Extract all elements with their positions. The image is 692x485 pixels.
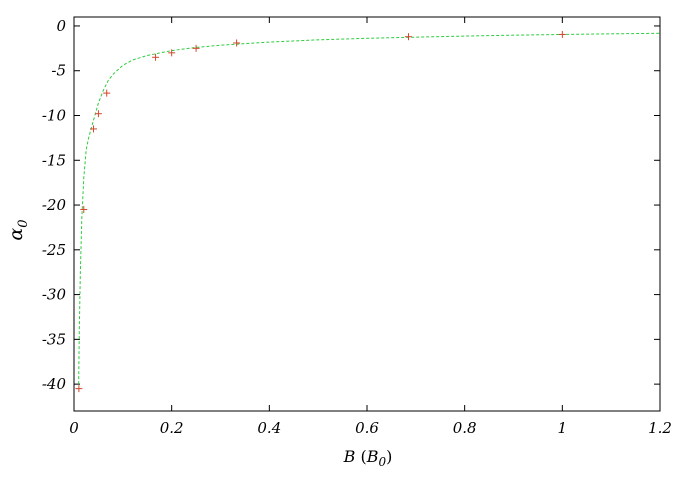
x-tick-label: 0.2 [160, 419, 184, 437]
x-tick-label: 0.6 [355, 419, 379, 437]
fit-curve-line [78, 32, 661, 385]
data-point [233, 39, 241, 47]
data-point [152, 53, 160, 61]
data-point [80, 206, 88, 214]
x-tick-label: 0.4 [257, 419, 281, 437]
y-tick-label: 0 [56, 17, 66, 35]
plot-frame [73, 16, 661, 412]
x-axis-label-unit: B [366, 447, 379, 466]
y-tick-label: -10 [42, 107, 67, 125]
x-axis-label-main: B [343, 447, 356, 466]
x-axis-label-unit-subscript: 0 [378, 455, 386, 469]
data-point [103, 89, 111, 97]
data-points-layer [75, 30, 566, 393]
y-tick-label: -25 [42, 241, 66, 259]
fit-curve-layer [78, 32, 661, 385]
y-axis-label-main: α [5, 228, 27, 241]
y-axis-label-subscript: 0 [16, 219, 31, 227]
y-tick-label: -20 [42, 196, 67, 214]
data-point [168, 49, 176, 57]
y-tick-label: -5 [51, 62, 66, 80]
data-point [192, 44, 200, 52]
y-axis: 0 -5 -10 -15 -20 -25 -30 -35 -40 [42, 17, 660, 393]
plot-area: 0 0.2 0.4 0.6 0.8 1 1.2 0 -5 -10 -15 -20 -25 -30 -35 -… [42, 16, 672, 437]
data-point [90, 125, 98, 133]
y-tick-label: -15 [42, 151, 66, 169]
data-point [558, 30, 566, 38]
x-tick-label: 0.8 [453, 419, 477, 437]
x-tick-label: 0 [69, 419, 79, 437]
x-axis-label: B (B0) [343, 447, 393, 469]
y-axis-label: α0 [5, 219, 31, 240]
data-point [405, 33, 413, 41]
y-tick-label: -40 [42, 375, 67, 393]
data-point [94, 110, 102, 118]
y-tick-label: -35 [42, 330, 66, 348]
x-axis: 0 0.2 0.4 0.6 0.8 1 1.2 [69, 17, 672, 437]
y-tick-label: -30 [42, 286, 67, 304]
data-point [75, 385, 83, 393]
x-tick-label: 1.2 [648, 419, 672, 437]
x-tick-label: 1 [558, 419, 568, 437]
